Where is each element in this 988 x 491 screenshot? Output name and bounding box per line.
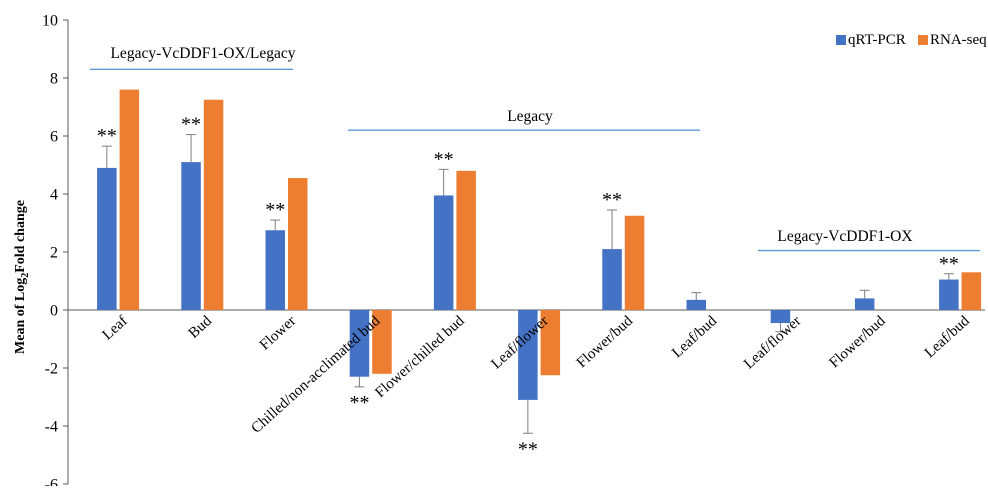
y-tick-label: 4 [50,187,58,204]
y-tick-label: 0 [50,303,58,320]
bar-qrt-pcr [854,298,875,310]
group-label: Legacy [507,108,553,125]
significance-marker: ** [518,438,538,460]
significance-marker: ** [602,189,622,211]
category-label: Flower/bud [574,313,636,372]
bar-qrt-pcr [939,279,959,310]
bar-qrt-pcr [181,162,201,310]
bar-qrt-pcr [97,167,117,310]
y-tick-label: -4 [45,419,58,436]
category-label: Leaf [100,313,131,343]
bar-rna-seq [540,310,561,376]
bar-rna-seq [288,178,308,310]
legend-label: qRT-PCR [848,32,906,48]
bar-qrt-pcr [602,249,622,310]
bar-rna-seq [456,170,476,310]
bar-rna-seq [203,99,224,310]
y-axis-label: Mean of Log2Fold change [13,200,31,354]
legend-swatch [918,35,928,45]
bar-rna-seq [624,215,645,310]
significance-marker: ** [181,114,201,136]
category-label: Flower [257,313,299,353]
bar-layer [97,89,982,400]
bar-rna-seq [961,272,982,310]
bar-rna-seq [372,310,392,374]
category-label: Bud [186,313,216,342]
significance-marker: ** [939,253,959,275]
bar-qrt-pcr [518,310,538,400]
legend: qRT-PCR RNA-seq [836,32,987,48]
group-annotation-layer: Legacy-VcDDF1-OX/Legacy Legacy Legacy-VcDD… [90,45,980,252]
category-label: Leaf/bud [922,313,973,361]
bar-qrt-pcr [770,310,791,324]
bar-qrt-pcr [433,195,454,310]
category-label: Flower/bud [826,313,888,372]
error-bar-layer [101,134,954,434]
group-label: Legacy-VcDDF1-OX/Legacy [110,45,295,62]
y-tick-label: 8 [50,71,58,88]
legend-label: RNA-seq [930,32,987,48]
y-tick-label: -2 [45,361,58,378]
bar-qrt-pcr [349,310,370,377]
bar-qrt-pcr [686,299,706,310]
significance-marker: ** [265,199,285,221]
y-tick-label: -6 [45,477,58,487]
significance-layer: ** ** ** ** ** ** ** ** [97,114,959,461]
significance-marker: ** [434,148,454,170]
category-label: Leaf/bud [669,313,720,361]
significance-marker: ** [349,392,369,414]
significance-marker: ** [97,125,117,147]
bar-qrt-pcr [265,230,285,310]
y-tick-label: 6 [50,129,58,146]
y-tick-label: 2 [50,245,58,262]
bar-rna-seq [119,89,140,310]
y-tick-label: 10 [42,13,58,30]
group-label: Legacy-VcDDF1-OX [777,228,912,245]
legend-swatch [836,35,846,45]
